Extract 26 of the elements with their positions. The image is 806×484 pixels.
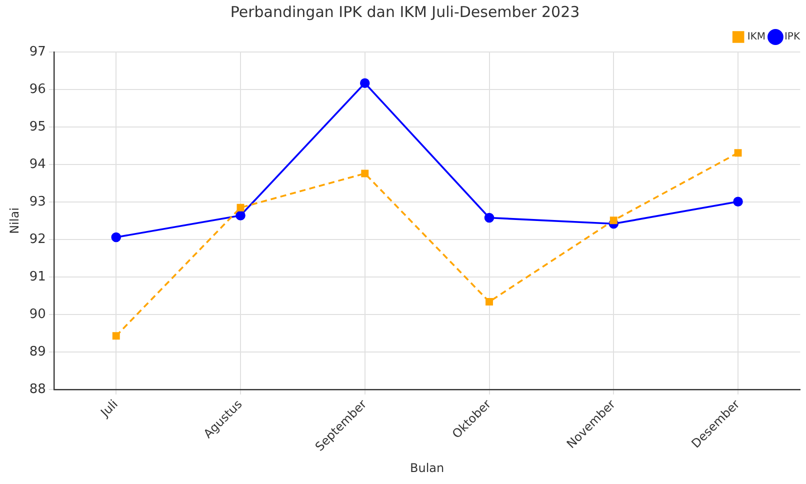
- y-tick-label: 93: [29, 194, 46, 210]
- legend-label: IKM: [747, 32, 766, 43]
- point: [610, 216, 618, 224]
- point: [111, 232, 122, 242]
- point: [361, 170, 369, 178]
- y-tick-label: 90: [29, 306, 46, 322]
- point: [734, 149, 742, 157]
- y-tick-label: 94: [29, 156, 46, 172]
- point: [236, 210, 246, 220]
- y-tick-label: 97: [29, 44, 46, 60]
- y-axis-title: Nilai: [7, 208, 22, 234]
- point: [733, 196, 743, 207]
- y-tick-label: 96: [29, 82, 46, 97]
- y-tick-label: 88: [29, 382, 46, 397]
- x-axis-title: Bulan: [410, 460, 444, 475]
- point: [112, 332, 120, 340]
- y-tick-label: 92: [29, 232, 46, 247]
- point: [484, 212, 494, 223]
- point: [360, 78, 370, 88]
- legend-label: IPK: [784, 32, 800, 43]
- y-tick-label: 91: [29, 269, 46, 284]
- y-tick-label: 89: [29, 344, 46, 360]
- y-tick-label: 95: [29, 119, 46, 134]
- point: [236, 204, 244, 212]
- point: [486, 298, 493, 306]
- chart-title: Perbandingan IPK dan IKM Juli-Desember 2023: [230, 2, 580, 21]
